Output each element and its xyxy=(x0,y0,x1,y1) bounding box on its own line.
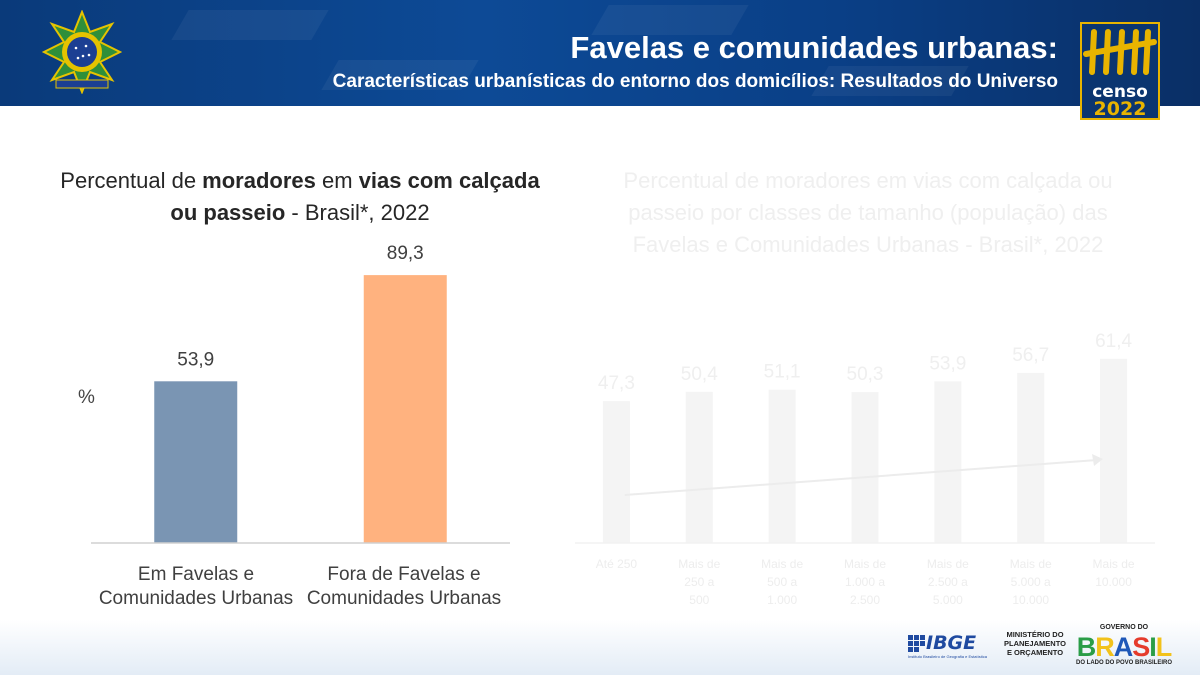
gov-brasil-letter-5: L xyxy=(1155,632,1172,662)
chart2-value-label-4: 53,9 xyxy=(929,353,966,374)
chart2-plot: 47,3 50,4 51,1 50,3 53,9 56,7 61,4 xyxy=(575,331,1155,544)
chart2-category-label-5: Mais de 5.000 a 10.000 xyxy=(1009,557,1052,607)
chart2-value-label-2: 51,1 xyxy=(764,362,801,383)
chart2-bar-0 xyxy=(602,401,630,543)
chart2-category-label-1: Mais de 250 a 500 xyxy=(678,557,721,607)
gov-brasil-letter-3: S xyxy=(1132,632,1150,662)
censo-2022-logo: censo 2022 xyxy=(1080,22,1160,120)
chart2-value-label-5: 56,7 xyxy=(1012,345,1049,366)
footer-band xyxy=(0,620,1200,675)
chart2-category-label-4: Mais de 2.500 a 5.000 xyxy=(926,557,969,607)
chart2-bar-3 xyxy=(851,392,879,543)
bar-value-label-1: 89,3 xyxy=(387,243,424,264)
chart2-trend-arrowhead xyxy=(1092,454,1103,466)
chart2-bar-4 xyxy=(934,381,962,543)
chart2-category-label-0: Até 250 xyxy=(595,557,638,571)
gov-brasil-word: BRASIL xyxy=(1074,632,1174,663)
censo-logo-year: 2022 xyxy=(1093,98,1147,120)
bar-1 xyxy=(363,275,447,543)
censo-logo-word: censo xyxy=(1092,82,1148,102)
chart2-category-label-2: Mais de 500 a 1.000 xyxy=(761,557,804,607)
y-axis-label: % xyxy=(78,387,95,408)
chart2-bar-2 xyxy=(768,389,796,543)
chart1-title-part-1: moradores xyxy=(202,168,316,193)
bar-0 xyxy=(154,381,238,543)
chart1-title-part-4: - Brasil*, 2022 xyxy=(285,200,430,225)
header-banner: Favelas e comunidades urbanas: Caracterí… xyxy=(0,0,1200,106)
chart2-bar-5 xyxy=(1017,372,1045,543)
chart2-trend-arrow xyxy=(624,459,1098,496)
gov-brasil-letter-0: B xyxy=(1076,632,1096,662)
chart1-title-part-2: em xyxy=(315,168,359,193)
governo-do-brasil-logo: GOVERNO DO BRASIL DO LADO DO POVO BRASIL… xyxy=(1074,624,1174,666)
category-label-in-favelas: Em Favelas e Comunidades Urbanas xyxy=(98,564,294,609)
tally-marks-icon xyxy=(1083,29,1157,75)
chart2-value-label-6: 61,4 xyxy=(1095,331,1132,352)
chart2-value-label-0: 47,3 xyxy=(598,373,635,394)
ibge-grid-icon xyxy=(908,635,925,652)
gov-brasil-letter-4: I xyxy=(1149,632,1156,662)
gov-brasil-letter-1: R xyxy=(1095,632,1114,662)
bar-value-label-0: 53,9 xyxy=(177,349,214,370)
chart2-category-label-6: Mais de 10.000 xyxy=(1092,557,1135,589)
page-title: Favelas e comunidades urbanas: xyxy=(570,30,1058,65)
ministerio-logo: MINISTÉRIO DO PLANEJAMENTO E ORÇAMENTO xyxy=(1004,630,1066,657)
chart2-category-label-3: Mais de 1.000 a 2.500 xyxy=(843,557,887,607)
ibge-logo: IBGE Instituto Brasileiro de Geografia e… xyxy=(908,632,987,659)
gov-brasil-letter-2: A xyxy=(1113,632,1133,662)
category-label-outside-favelas: Fora de Favelas e Comunidades Urbanas xyxy=(306,564,502,609)
page-subtitle: Características urbanísticas do entorno … xyxy=(332,71,1058,92)
chart2-title: Percentual de moradores em vias com calç… xyxy=(623,168,1113,257)
chart1-title: Percentual de moradores em vias com calç… xyxy=(60,165,540,229)
chart2-value-label-1: 50,4 xyxy=(681,364,718,385)
coat-of-arms-icon xyxy=(42,10,122,94)
chart2-bar-1 xyxy=(685,391,713,543)
chart2-bar-6 xyxy=(1100,358,1128,543)
chart1-title-part-3: vias com calçada ou passeio xyxy=(170,168,540,225)
chart1-plot: 53,9 89,3 xyxy=(91,243,510,544)
chart2-value-label-3: 50,3 xyxy=(847,364,884,385)
chart1-title-part-0: Percentual de xyxy=(60,168,203,193)
